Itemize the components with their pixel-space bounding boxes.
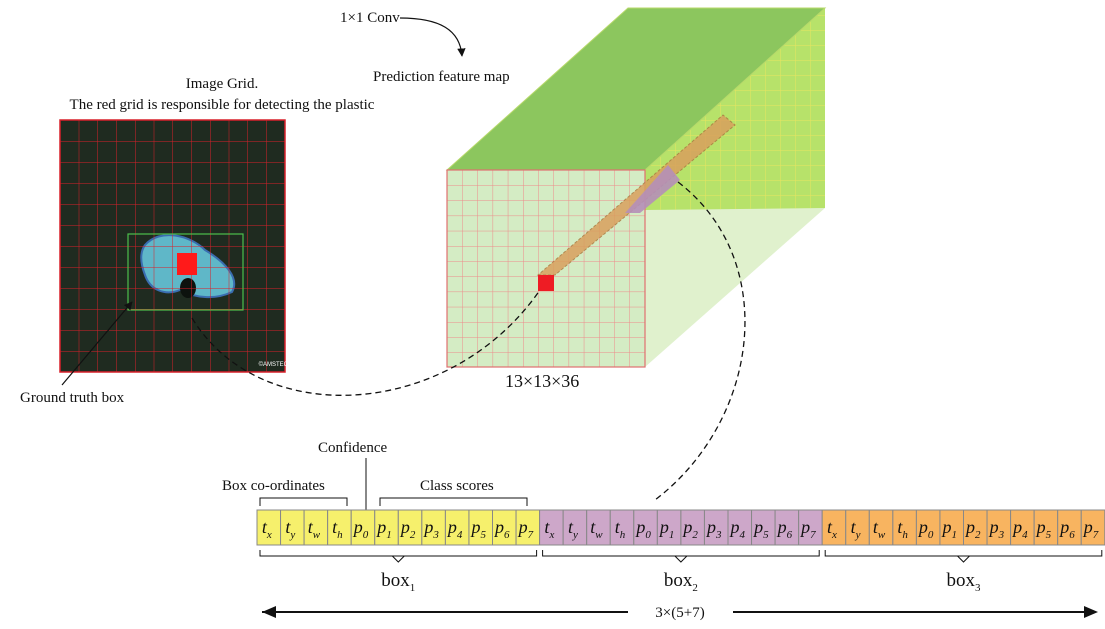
conv-label: 1×1 Conv [340,10,400,26]
image-title: Image Grid. [186,76,258,92]
box-label: box3 [947,570,982,594]
total-label: 3×(5+7) [655,605,704,621]
cell-label-sub: 5 [1046,529,1052,541]
box-label-sub: 3 [975,582,981,594]
cell-label-base: p [705,517,716,537]
box-brace [260,550,537,556]
cell-label-base: p [776,517,787,537]
cell-label-base: p [799,517,810,537]
cell-label-sub: 1 [669,529,675,541]
cell-label-base: p [1035,517,1046,537]
cell-label-sub: w [595,529,603,541]
arrow-head [1084,606,1098,618]
box-brace-tip [958,556,970,562]
cell-label-sub: 7 [810,529,816,541]
cell-label-sub: 2 [975,529,981,541]
cell-label-sub: 4 [457,529,463,541]
box-label-base: box [381,570,410,591]
cell-label-sub: 4 [740,529,746,541]
cell-label-sub: y [855,529,861,541]
cell-label-sub: 3 [715,529,722,541]
cell-label-base: p [634,517,645,537]
cell-label-base: p [469,517,480,537]
image: ©AMSTEC [60,120,289,372]
conv-arrow [400,18,462,56]
cell-label-base: p [917,517,928,537]
cell-label-base: p [681,517,692,537]
cell-label-base: p [375,517,386,537]
box-coordinates-label: Box co-ordinates [222,478,325,494]
cell-label-sub: h [902,529,908,541]
cell-label-base: p [446,517,457,537]
box-label-sub: 2 [692,582,698,594]
box-brace [825,550,1102,556]
cell-label-base: p [752,517,763,537]
cell-label-sub: 6 [787,529,793,541]
cell-label-sub: x [266,529,272,541]
cell-label-base: p [422,517,433,537]
red-grid [60,120,285,372]
cell-label-base: p [1082,517,1093,537]
feature-map [447,8,825,367]
box-label: box1 [381,570,415,594]
cell-label-base: p [517,517,528,537]
box-label-sub: 1 [410,582,416,594]
cell-label-base: p [352,517,363,537]
cell-label-base: p [940,517,951,537]
cell-label-sub: 7 [1093,529,1099,541]
cell-label-base: p [988,517,999,537]
cell-label-sub: 1 [951,529,957,541]
watermark: ©AMSTEC [259,361,289,368]
cell-label-sub: 1 [386,529,392,541]
cell-label-base: p [399,517,410,537]
cell-label-sub: 2 [410,529,416,541]
cell-label-sub: 4 [1022,529,1028,541]
cell-label-sub: x [548,529,554,541]
cell-label-sub: 0 [645,529,651,541]
cell-label-sub: 3 [432,529,439,541]
cell-label-sub: y [289,529,295,541]
cell-label-sub: 6 [1069,529,1075,541]
cell-label-base: p [658,517,669,537]
box-brace [543,550,820,556]
cell-label-base: p [729,517,740,537]
box-brace-tip [392,556,404,562]
arrow-head [262,606,276,618]
feature-map-label: Prediction feature map [373,69,510,85]
diagram: ©AMSTEC Image Grid. The red grid is resp… [0,0,1105,629]
cell-label-sub: 5 [480,529,486,541]
cell-label-base: p [1011,517,1022,537]
responsible-cell [177,253,197,275]
responsible-cell-feature [538,275,554,291]
cell-label-base: p [1058,517,1069,537]
box-label: box2 [664,570,698,594]
cell-label-sub: 0 [928,529,934,541]
cell-label-sub: 0 [363,529,369,541]
box-brace-tip [675,556,687,562]
cell-label-sub: 6 [504,529,510,541]
cell-label-sub: x [831,529,837,541]
cell-label-sub: 5 [763,529,769,541]
cell-label-sub: 7 [528,529,534,541]
cell-label-sub: w [878,529,886,541]
class-scores-label: Class scores [420,478,494,494]
cell-label-sub: h [337,529,343,541]
brace [380,498,527,506]
cell-label-sub: 2 [692,529,698,541]
cell-label-base: p [493,517,504,537]
cell-label-sub: y [572,529,578,541]
confidence-label: Confidence [318,440,387,456]
dims-label: 13×13×36 [505,371,579,391]
cell-label-sub: h [620,529,626,541]
box-label-base: box [947,570,976,591]
brace [260,498,347,506]
box-label-base: box [664,570,693,591]
cell-label-sub: 3 [998,529,1005,541]
image-subtitle: The red grid is responsible for detectin… [70,97,375,113]
ground-truth-label: Ground truth box [20,390,125,406]
cell-label-sub: w [313,529,321,541]
cell-label-base: p [964,517,975,537]
